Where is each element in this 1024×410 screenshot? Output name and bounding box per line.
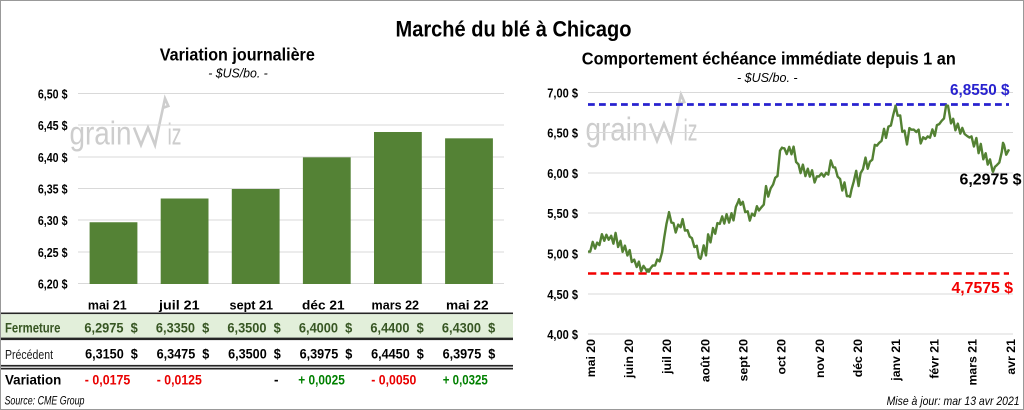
svg-text:6,3500 $: 6,3500 $ — [228, 347, 281, 362]
svg-text:6,4000 $: 6,4000 $ — [299, 321, 353, 336]
svg-text:6,3350 $: 6,3350 $ — [156, 321, 210, 336]
svg-text:- $US/bo. -: - $US/bo. - — [737, 71, 798, 85]
svg-text:- 0,0050: - 0,0050 — [371, 373, 416, 388]
svg-text:6,3500 $: 6,3500 $ — [227, 321, 281, 336]
svg-text:6,35 $: 6,35 $ — [38, 183, 68, 197]
svg-text:Fermeture: Fermeture — [5, 321, 61, 336]
svg-text:mai 22: mai 22 — [446, 298, 489, 313]
svg-text:Source: CME Group: Source: CME Group — [5, 396, 85, 408]
svg-text:+ 0,0325: + 0,0325 — [443, 373, 488, 388]
svg-text:grain: grain — [586, 111, 648, 148]
svg-text:Marché du blé à Chicago: Marché du blé à Chicago — [396, 16, 632, 41]
svg-text:Comportement échéance immédiat: Comportement échéance immédiate depuis 1… — [582, 48, 956, 68]
svg-text:grain: grain — [70, 115, 132, 152]
svg-text:Précédent: Précédent — [5, 347, 53, 362]
svg-text:7,00 $: 7,00 $ — [547, 86, 578, 100]
svg-text:6,30 $: 6,30 $ — [38, 214, 68, 228]
svg-text:5,50 $: 5,50 $ — [547, 207, 578, 221]
svg-text:6,3150 $: 6,3150 $ — [85, 347, 138, 362]
svg-text:avr 21: avr 21 — [1004, 339, 1018, 375]
svg-text:mai 21: mai 21 — [88, 298, 127, 313]
svg-text:- 0,0125: - 0,0125 — [157, 373, 202, 388]
svg-text:déc 20: déc 20 — [851, 339, 865, 377]
svg-text:6,3975 $: 6,3975 $ — [443, 347, 496, 362]
svg-text:6,20 $: 6,20 $ — [38, 278, 68, 292]
svg-text:mars 22: mars 22 — [372, 298, 420, 313]
svg-text:mars 21: mars 21 — [966, 339, 980, 386]
svg-text:janv 21: janv 21 — [889, 339, 903, 382]
svg-text:6,00 $: 6,00 $ — [547, 167, 578, 181]
svg-text:oct 20: oct 20 — [775, 339, 789, 375]
svg-text:nov 20: nov 20 — [813, 339, 827, 378]
svg-text:août 20: août 20 — [698, 339, 712, 382]
svg-text:6,50 $: 6,50 $ — [547, 127, 578, 141]
svg-text:Variation journalière: Variation journalière — [160, 44, 315, 64]
svg-text:févr 21: févr 21 — [927, 339, 941, 379]
svg-text:6,4450 $: 6,4450 $ — [371, 347, 424, 362]
svg-text:6,25 $: 6,25 $ — [38, 246, 68, 260]
svg-text:Mise à jour: mar 13 avr 2021: Mise à jour: mar 13 avr 2021 — [887, 394, 1020, 408]
svg-text:6,3475 $: 6,3475 $ — [157, 347, 210, 362]
svg-text:4,50 $: 4,50 $ — [547, 288, 578, 302]
svg-text:6,2975 $: 6,2975 $ — [84, 321, 138, 336]
svg-text:+ 0,0025: + 0,0025 — [298, 373, 345, 388]
svg-text:6,4400 $: 6,4400 $ — [370, 321, 424, 336]
svg-text:-: - — [274, 373, 279, 388]
svg-text:4,7575 $: 4,7575 $ — [952, 280, 1014, 297]
svg-text:6,2975 $: 6,2975 $ — [960, 172, 1022, 189]
svg-text:6,3975 $: 6,3975 $ — [300, 347, 353, 362]
svg-text:juil 20: juil 20 — [660, 339, 674, 375]
svg-text:déc 21: déc 21 — [302, 298, 345, 313]
svg-text:iz: iz — [684, 113, 698, 148]
svg-text:juin 20: juin 20 — [622, 339, 636, 379]
svg-text:6,8550 $: 6,8550 $ — [950, 82, 1010, 99]
svg-text:6,4300 $: 6,4300 $ — [442, 321, 496, 336]
svg-text:sept 20: sept 20 — [737, 339, 751, 382]
svg-text:- 0,0175: - 0,0175 — [85, 373, 131, 388]
svg-text:6,50 $: 6,50 $ — [38, 88, 68, 102]
svg-text:4,00 $: 4,00 $ — [547, 328, 578, 342]
svg-text:Variation: Variation — [5, 373, 61, 388]
svg-text:iz: iz — [168, 117, 182, 152]
svg-text:juil 21: juil 21 — [158, 298, 200, 313]
svg-text:5,00 $: 5,00 $ — [547, 248, 578, 262]
svg-text:- $US/bo. -: - $US/bo. - — [208, 67, 268, 81]
svg-text:6,45 $: 6,45 $ — [38, 119, 68, 133]
svg-text:6,40 $: 6,40 $ — [38, 151, 68, 165]
svg-text:sept 21: sept 21 — [230, 298, 274, 313]
svg-text:mai 20: mai 20 — [584, 339, 598, 377]
